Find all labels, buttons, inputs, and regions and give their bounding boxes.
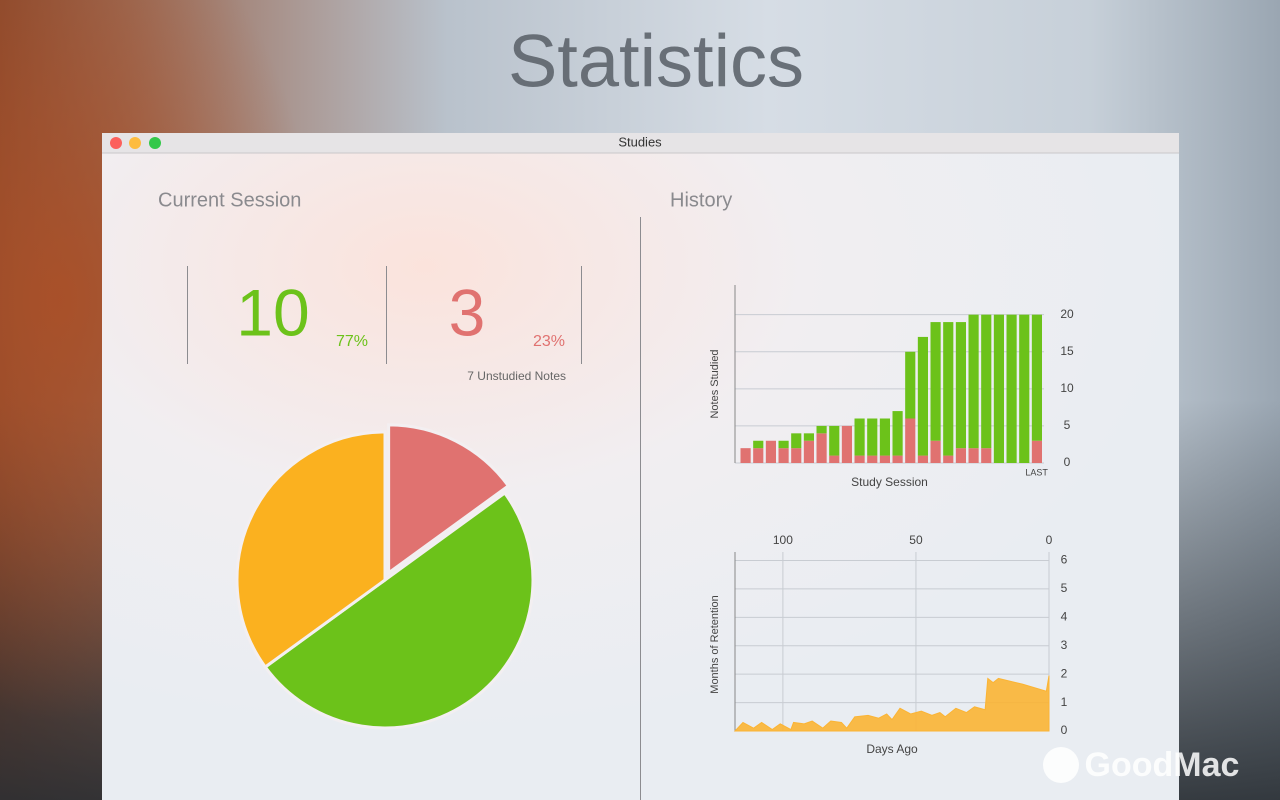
- bar-segment: [993, 314, 1004, 463]
- bar-segment: [753, 440, 764, 449]
- studied-count: 10: [236, 275, 309, 349]
- bar-segment: [905, 418, 916, 463]
- bar-segment: [803, 440, 814, 463]
- bar-segment: [930, 440, 941, 463]
- bar-segment: [968, 314, 979, 449]
- bar-segment: [892, 455, 903, 463]
- bar-segment: [981, 314, 992, 449]
- bar-segment: [867, 418, 878, 456]
- x-axis-label: Study Session: [851, 475, 928, 489]
- x-tick-label: 50: [909, 533, 923, 547]
- bar-segment: [753, 448, 764, 463]
- bar-segment: [867, 455, 878, 463]
- y-tick-label: 3: [1061, 638, 1068, 652]
- unstudied-label: 7 Unstudied Notes: [467, 369, 566, 383]
- bar-segment: [879, 455, 890, 463]
- bar-segment: [791, 448, 802, 463]
- pie-slice: [387, 423, 511, 576]
- pie-slice: [263, 490, 535, 730]
- window-title: Studies: [618, 134, 662, 149]
- bar-segment: [968, 448, 979, 463]
- incorrect-percent: 23%: [533, 333, 565, 350]
- y-tick-label: 15: [1060, 344, 1074, 358]
- bar-segment: [829, 455, 840, 463]
- bar-segment: [778, 448, 789, 463]
- title-bar: [102, 133, 1179, 153]
- y-tick-label: 2: [1061, 666, 1068, 680]
- x-tick-label: 0: [1046, 533, 1053, 547]
- bar-segment: [892, 411, 903, 456]
- bar-segment: [816, 425, 827, 434]
- bar-segment: [740, 448, 751, 463]
- bar-segment: [1006, 314, 1017, 463]
- bar-segment: [879, 418, 890, 456]
- bar-segment: [955, 448, 966, 463]
- y-tick-label: 20: [1060, 307, 1074, 321]
- bar-segment: [791, 433, 802, 449]
- y-axis-label: Notes Studied: [709, 349, 721, 418]
- area: [733, 675, 1050, 732]
- y-tick-label: 0: [1064, 455, 1071, 469]
- x-tick-label: 100: [773, 533, 793, 547]
- bar-segment: [943, 455, 954, 463]
- bar-segment: [841, 425, 852, 463]
- bar-segment: [930, 322, 941, 441]
- bar-segment: [803, 433, 814, 441]
- y-tick-label: 4: [1061, 610, 1068, 624]
- bar-segment: [854, 418, 865, 456]
- bar-segment: [943, 322, 954, 456]
- y-axis-label: Months of Retention: [709, 595, 721, 693]
- studied-percent: 77%: [336, 333, 368, 350]
- bar-segment: [981, 448, 992, 463]
- y-tick-label: 5: [1061, 581, 1068, 595]
- pie-slice: [235, 430, 387, 670]
- minimize-button[interactable]: [129, 137, 141, 149]
- bar-segment: [1031, 314, 1042, 441]
- bar-segment: [955, 322, 966, 449]
- x-tick-label: LAST: [1025, 467, 1048, 477]
- close-button[interactable]: [110, 137, 122, 149]
- bar-segment: [816, 433, 827, 463]
- page-title: Statistics: [508, 20, 804, 103]
- zoom-button[interactable]: [149, 137, 161, 149]
- bar-segment: [765, 440, 776, 463]
- y-tick-label: 6: [1061, 553, 1068, 567]
- section-heading: History: [670, 189, 732, 211]
- bar-segment: [917, 455, 928, 463]
- y-tick-label: 0: [1061, 723, 1068, 737]
- bar-segment: [829, 425, 840, 456]
- y-tick-label: 1: [1061, 695, 1068, 709]
- bar-segment: [905, 351, 916, 419]
- watermark: GoodMac: [1085, 746, 1240, 784]
- bar-segment: [778, 440, 789, 449]
- bar-segment: [1019, 314, 1030, 463]
- section-heading: Current Session: [158, 189, 301, 211]
- watermark-logo: [1043, 747, 1079, 783]
- y-tick-label: 10: [1060, 381, 1074, 395]
- bar-segment: [917, 336, 928, 456]
- bar-segment: [854, 455, 865, 463]
- y-tick-label: 5: [1064, 418, 1071, 432]
- bar-segment: [1031, 440, 1042, 463]
- x-axis-label: Days Ago: [866, 742, 918, 756]
- incorrect-count: 3: [449, 275, 486, 349]
